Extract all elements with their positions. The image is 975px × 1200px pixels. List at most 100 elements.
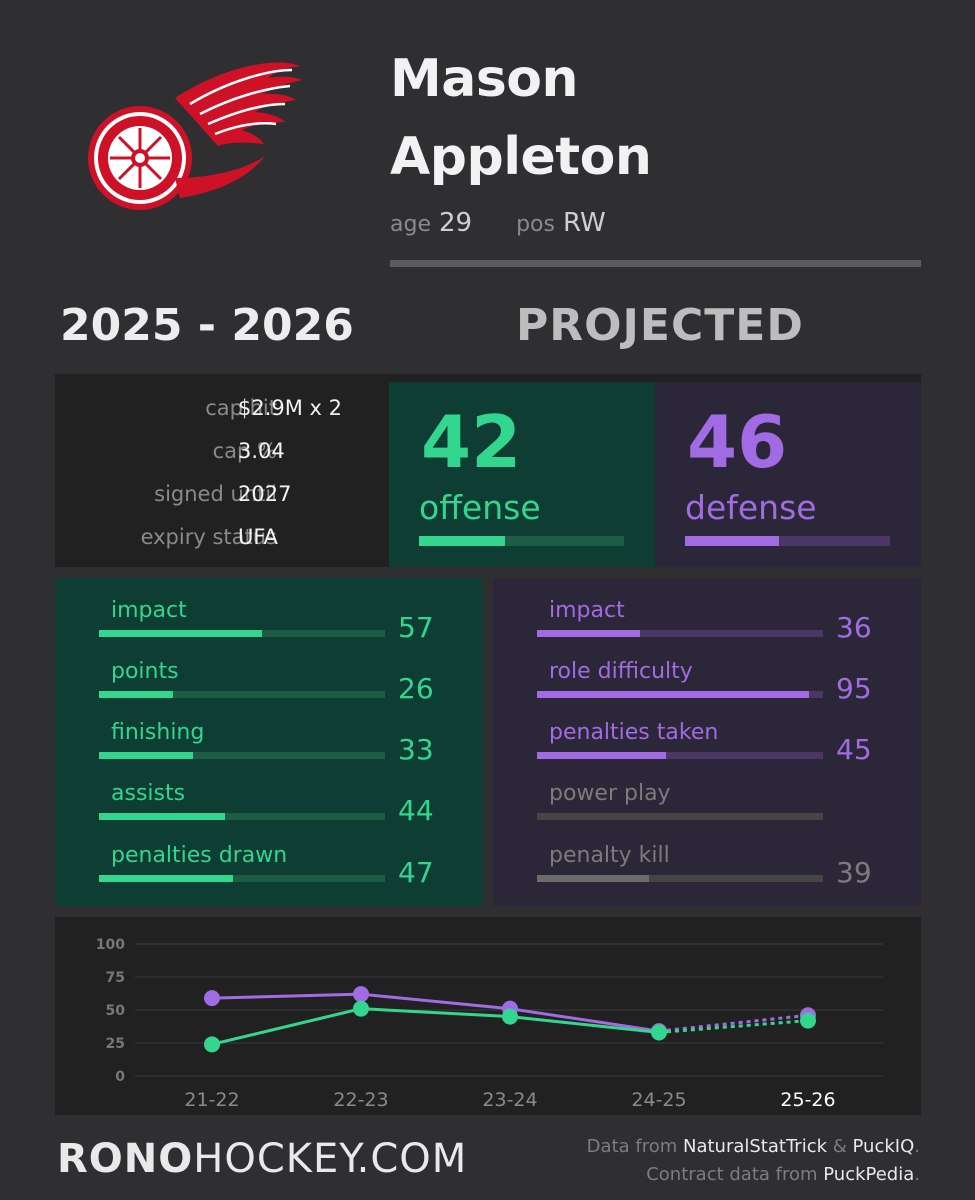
offense-bar: [419, 536, 624, 546]
stat-label: impact: [111, 598, 187, 623]
contract-row-expiry-status: expiry status UFA: [55, 525, 385, 555]
stat-bar-fill: [99, 813, 225, 820]
series-point: [651, 1024, 667, 1041]
stat-value: 57: [398, 611, 434, 644]
y-tick-label: 100: [96, 937, 125, 953]
series-line: [211, 1007, 660, 1046]
offense-stat: impact 57: [55, 578, 483, 644]
contract-label: cap %: [212, 439, 277, 463]
series-line: [211, 992, 660, 1033]
series-point: [353, 986, 369, 1003]
defense-score: 46: [687, 400, 788, 484]
series-point: [353, 1000, 369, 1017]
stat-label: role difficulty: [549, 659, 693, 684]
contract-value: $2.9M x 2: [238, 396, 343, 420]
contract-row-cap-pct: cap % 3.04: [55, 439, 385, 469]
brand-rest: HOCKEY.COM: [193, 1136, 468, 1182]
stat-bar-fill: [537, 691, 809, 698]
offense-stat: penalties drawn 47: [55, 823, 483, 889]
series-point: [800, 1012, 816, 1029]
credits: Data from NaturalStatTrick & PuckIQ. Con…: [587, 1133, 920, 1189]
pos-label: pos: [516, 212, 555, 237]
stat-value: 33: [398, 733, 434, 766]
stat-bar-fill: [537, 752, 666, 759]
trend-chart-svg: 0 25 50 75 100 21-22 22-23 23-24 24-25 25-26: [96, 937, 883, 1111]
x-tick-label: 22-23: [333, 1089, 388, 1111]
offense-score: 42: [421, 400, 522, 484]
contract-label: cap hit: [205, 396, 277, 420]
defense-stats-panel: impact 36 role difficulty 95 penalties t…: [493, 578, 921, 906]
y-tick-label: 75: [106, 970, 125, 986]
x-tick-label: 24-25: [631, 1089, 686, 1111]
defense-summary: 46 defense: [655, 382, 921, 567]
team-logo: [80, 58, 310, 228]
player-first-name: Mason: [390, 49, 579, 109]
stat-value: 44: [398, 794, 434, 827]
brand-wordmark: RONOHOCKEY.COM: [57, 1136, 467, 1182]
data-source-nst: NaturalStatTrick: [682, 1136, 828, 1157]
stat-value: 95: [836, 672, 872, 705]
stat-value: 36: [836, 611, 872, 644]
stat-label: finishing: [111, 720, 205, 745]
offense-stat: finishing 33: [55, 700, 483, 766]
player-name: Mason Appleton: [390, 40, 652, 196]
stat-bar: [99, 875, 385, 882]
contract-value: UFA: [238, 525, 278, 549]
offense-bar-fill: [419, 536, 506, 546]
contract-row-signed-until: signed until 2027: [55, 482, 385, 512]
stat-bar-fill: [99, 691, 174, 698]
contract-row-cap-hit: cap hit $2.9M x 2: [55, 396, 385, 426]
series-line-projected: [658, 1019, 809, 1034]
contract-value: 3.04: [238, 439, 285, 463]
offense-stats-panel: impact 57 points 26 finishing 33 assists…: [55, 578, 483, 906]
contract-credit: Contract data from PuckPedia.: [587, 1161, 920, 1189]
series-line-projected: [658, 1013, 809, 1033]
x-tick-label: 21-22: [184, 1089, 239, 1111]
header-divider: [390, 260, 921, 267]
offense-summary: 42 offense: [389, 382, 655, 567]
stat-bar: [537, 691, 823, 698]
stat-label: assists: [111, 781, 186, 806]
y-tick-label: 0: [115, 1069, 125, 1085]
offense-stat: assists 44: [55, 761, 483, 827]
stat-label: impact: [549, 598, 625, 623]
contract-value: 2027: [238, 482, 292, 506]
stat-value: 26: [398, 672, 434, 705]
offense-stat: points 26: [55, 639, 483, 705]
data-credit-prefix: Data from: [586, 1136, 683, 1157]
stat-bar: [537, 752, 823, 759]
stat-bar-fill: [537, 875, 649, 882]
stat-label: penalty kill: [549, 843, 670, 868]
contract-credit-prefix: Contract data from: [646, 1164, 824, 1185]
stat-bar: [537, 813, 823, 820]
stat-label: power play: [549, 781, 671, 806]
data-credit: Data from NaturalStatTrick & PuckIQ.: [587, 1133, 920, 1161]
stat-label: points: [111, 659, 179, 684]
defense-bar-fill: [685, 536, 780, 546]
stat-bar: [537, 875, 823, 882]
series-point: [204, 1036, 220, 1053]
defense-bar: [685, 536, 890, 546]
stat-label: penalties taken: [549, 720, 719, 745]
stat-value: 45: [836, 733, 872, 766]
stat-bar: [99, 813, 385, 820]
series-point: [204, 990, 220, 1007]
series-point: [502, 1008, 518, 1025]
stat-bar-fill: [99, 875, 234, 882]
stat-bar: [537, 630, 823, 637]
pos-value: RW: [562, 208, 606, 238]
data-source-puckiq: PuckIQ: [852, 1136, 915, 1157]
stat-value: 39: [836, 856, 872, 889]
player-meta: age 29 pos RW: [390, 208, 606, 238]
x-tick-label: 23-24: [482, 1089, 537, 1111]
defense-stat: power play: [493, 761, 921, 823]
stat-bar: [99, 752, 385, 759]
contract-credit-end: .: [914, 1164, 920, 1185]
age-label: age: [390, 212, 431, 237]
y-tick-label: 25: [106, 1036, 125, 1052]
season-title: 2025 - 2026: [60, 300, 354, 351]
stat-bar-fill: [99, 752, 194, 759]
contract-label: signed until: [154, 482, 277, 506]
data-credit-end: .: [914, 1136, 920, 1157]
age-value: 29: [438, 208, 473, 238]
